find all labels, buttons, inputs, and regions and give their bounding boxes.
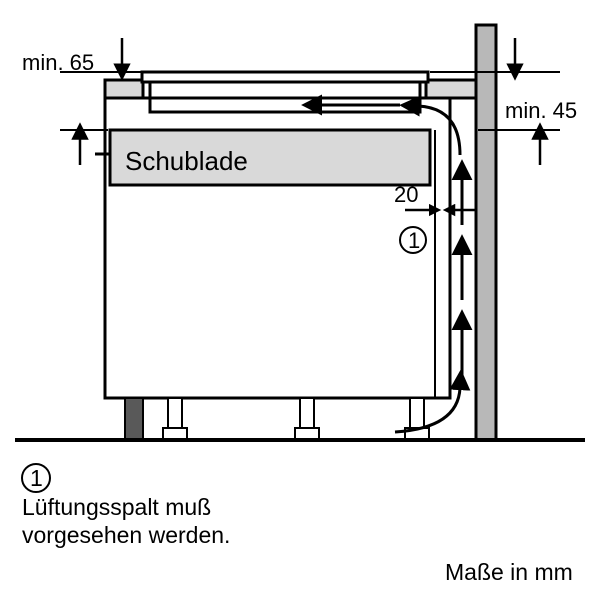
leg-2: [295, 398, 319, 440]
svg-text:min. 45: min. 45: [505, 98, 577, 123]
countertop-left: [105, 80, 143, 98]
svg-text:Lüftungsspalt muß: Lüftungsspalt muß: [22, 494, 211, 520]
svg-text:20: 20: [394, 182, 418, 207]
marker-1-inline: 1: [400, 227, 426, 253]
caption: 1 Lüftungsspalt muß vorgesehen werden. M…: [22, 464, 573, 585]
leg-dark: [125, 398, 143, 440]
wall: [476, 25, 496, 440]
svg-text:Maße in mm: Maße in mm: [445, 559, 573, 585]
dim-min45: min. 45: [430, 38, 577, 165]
leg-1: [163, 398, 187, 440]
countertop-right: [426, 80, 476, 98]
leg-3: [405, 398, 429, 440]
svg-text:min. 65: min. 65: [22, 50, 94, 75]
svg-text:1: 1: [30, 465, 43, 491]
svg-text:1: 1: [408, 228, 420, 253]
installation-diagram: Schublade min. 65 min. 45 20: [0, 0, 600, 600]
svg-text:vorgesehen werden.: vorgesehen werden.: [22, 522, 230, 548]
drawer-label: Schublade: [125, 146, 248, 176]
